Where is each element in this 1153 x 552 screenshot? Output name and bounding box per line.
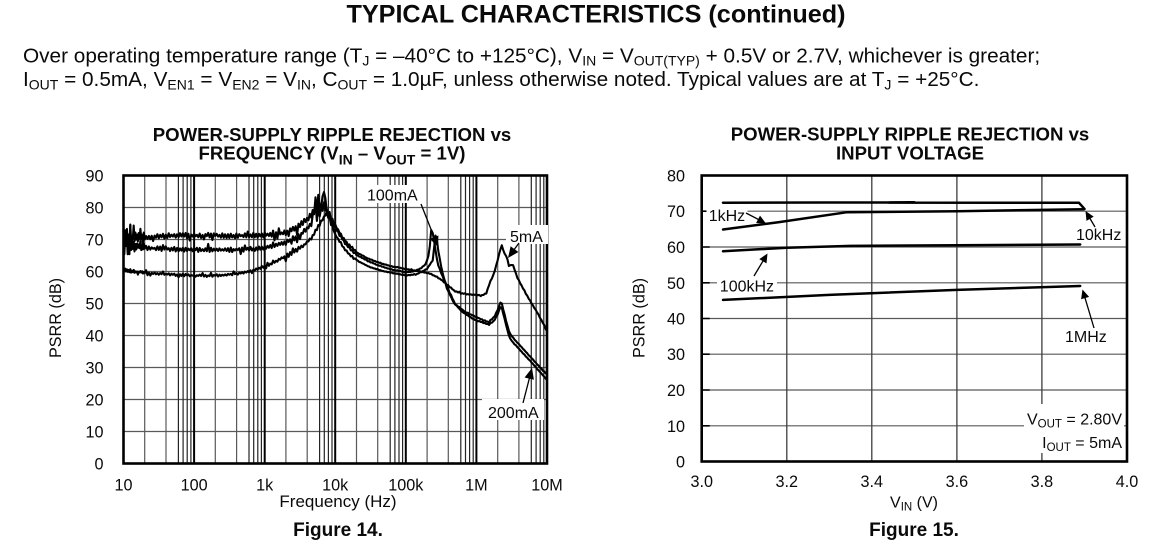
svg-text:60: 60 (85, 264, 103, 282)
svg-text:10: 10 (667, 418, 685, 436)
svg-text:70: 70 (85, 232, 103, 250)
svg-text:10kHz: 10kHz (1076, 227, 1121, 244)
svg-text:80: 80 (85, 200, 103, 218)
svg-text:100mA: 100mA (367, 187, 418, 204)
svg-text:100k: 100k (388, 476, 424, 494)
svg-text:3.2: 3.2 (776, 473, 799, 491)
svg-text:1k: 1k (256, 476, 274, 494)
svg-text:50: 50 (667, 275, 685, 293)
svg-text:POWER-SUPPLY RIPPLE REJECTION: POWER-SUPPLY RIPPLE REJECTION vs (153, 124, 512, 145)
svg-text:Figure 14.: Figure 14. (293, 520, 383, 541)
svg-text:40: 40 (85, 328, 103, 346)
svg-text:Over operating temperature ran: Over operating temperature range (TJ = –… (23, 44, 1040, 68)
svg-text:5mA: 5mA (510, 229, 543, 246)
svg-text:PSRR (dB): PSRR (dB) (47, 278, 65, 358)
svg-text:PSRR (dB): PSRR (dB) (630, 278, 648, 358)
svg-text:Frequency (Hz): Frequency (Hz) (279, 492, 396, 511)
svg-text:0: 0 (676, 454, 685, 472)
svg-text:IOUT = 0.5mA, VEN1 = VEN2 = VI: IOUT = 0.5mA, VEN1 = VEN2 = VIN, COUT = … (23, 68, 979, 92)
svg-text:90: 90 (85, 168, 103, 186)
svg-text:20: 20 (85, 392, 103, 410)
svg-text:TYPICAL CHARACTERISTICS (conti: TYPICAL CHARACTERISTICS (continued) (346, 1, 845, 29)
svg-text:20: 20 (667, 382, 685, 400)
svg-text:1M: 1M (465, 476, 488, 494)
svg-text:1kHz: 1kHz (709, 208, 745, 225)
svg-text:3.8: 3.8 (1031, 473, 1054, 491)
svg-text:100: 100 (181, 476, 208, 494)
svg-text:1MHz: 1MHz (1065, 329, 1107, 346)
svg-text:80: 80 (667, 168, 685, 186)
svg-text:200mA: 200mA (488, 405, 539, 422)
svg-text:0: 0 (94, 456, 103, 474)
svg-text:3.6: 3.6 (946, 473, 969, 491)
svg-text:POWER-SUPPLY RIPPLE REJECTION: POWER-SUPPLY RIPPLE REJECTION vs (731, 124, 1090, 145)
svg-text:50: 50 (85, 296, 103, 314)
svg-text:FREQUENCY (VIN – VOUT = 1V): FREQUENCY (VIN – VOUT = 1V) (199, 143, 466, 168)
svg-text:3.4: 3.4 (861, 473, 884, 491)
svg-text:4.0: 4.0 (1116, 473, 1139, 491)
svg-text:40: 40 (667, 311, 685, 329)
svg-text:VIN (V): VIN (V) (890, 495, 938, 514)
svg-text:Figure 15.: Figure 15. (869, 520, 959, 541)
svg-text:INPUT VOLTAGE: INPUT VOLTAGE (836, 142, 984, 163)
svg-text:70: 70 (667, 203, 685, 221)
svg-text:3.0: 3.0 (690, 473, 713, 491)
svg-text:10: 10 (114, 476, 132, 494)
svg-text:10k: 10k (322, 476, 349, 494)
svg-text:30: 30 (85, 360, 103, 378)
svg-text:100kHz: 100kHz (720, 279, 774, 296)
svg-text:60: 60 (667, 239, 685, 257)
svg-text:10M: 10M (531, 476, 563, 494)
svg-text:10: 10 (85, 424, 103, 442)
svg-text:30: 30 (667, 346, 685, 364)
